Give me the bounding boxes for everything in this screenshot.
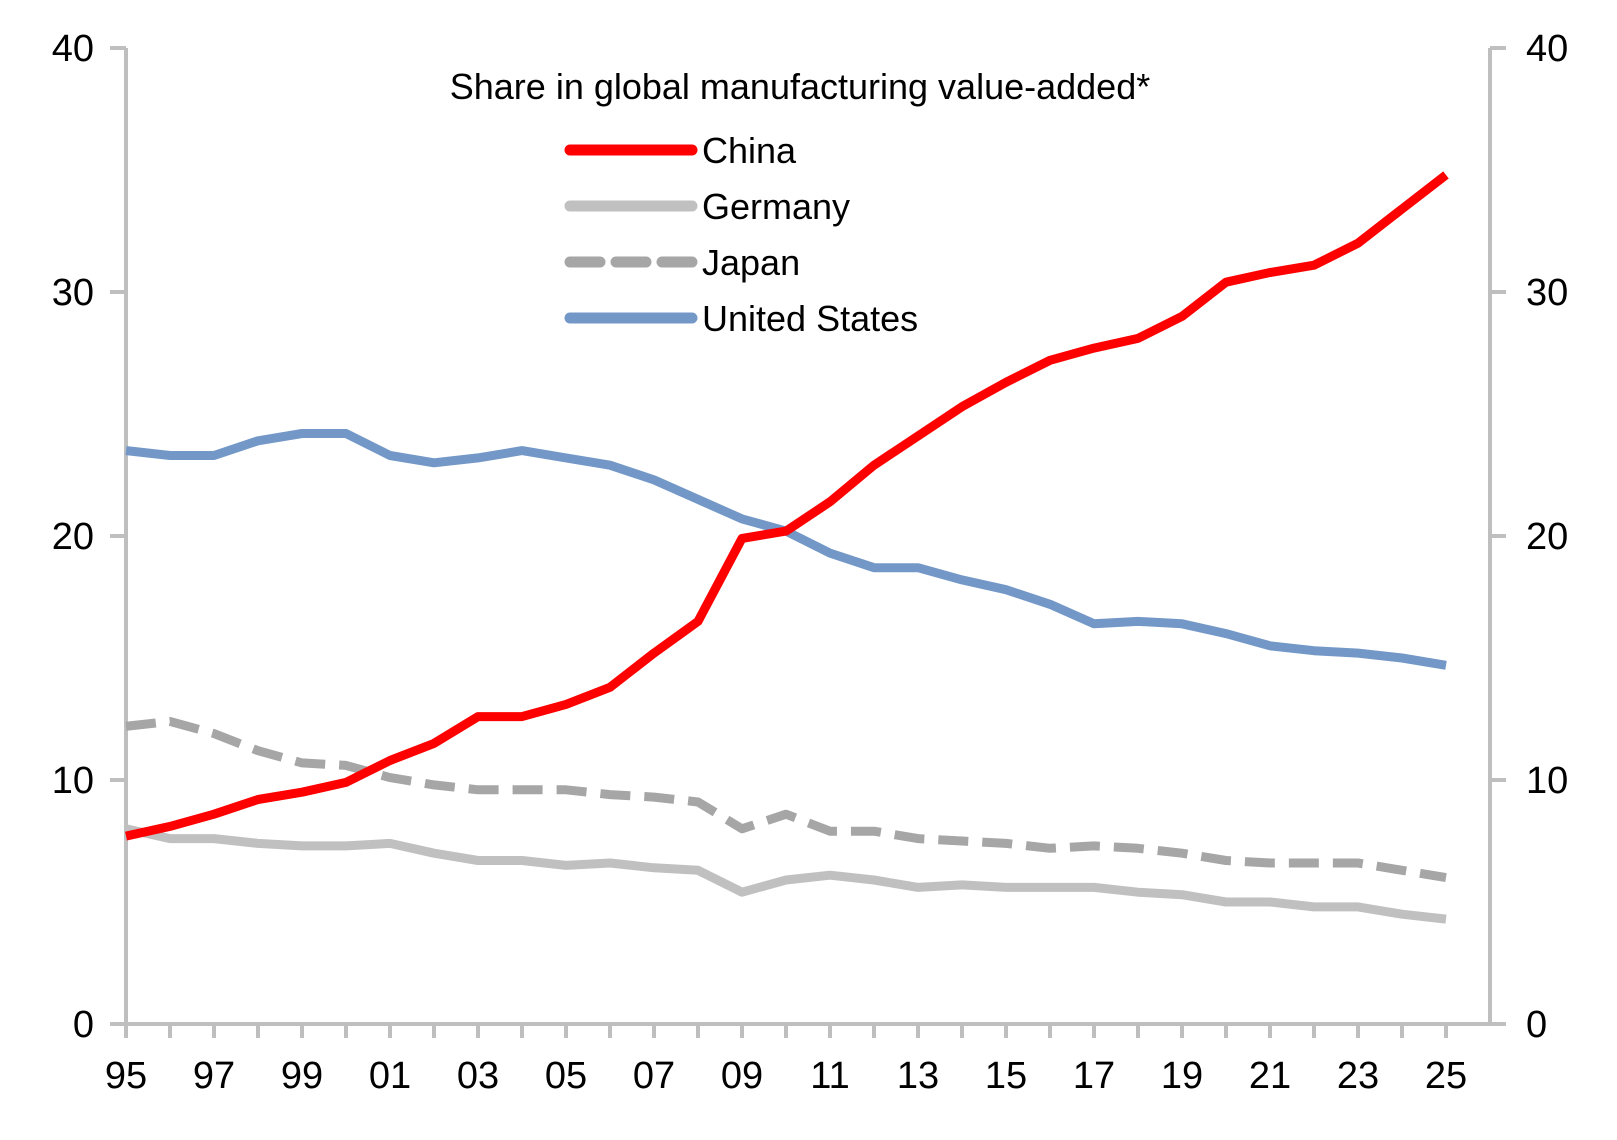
axes: 0 0 10 10 20 20 30 30 40 40 95 97 99 01 03 05 07 09 11 13 15… bbox=[52, 28, 1569, 1097]
y-tick-label-left: 30 bbox=[52, 272, 94, 314]
x-tick-label: 03 bbox=[457, 1055, 499, 1097]
series-line-china bbox=[125, 171, 1449, 841]
series-lines bbox=[125, 171, 1449, 924]
x-tick-label: 05 bbox=[545, 1055, 587, 1097]
x-tick-label: 19 bbox=[1161, 1055, 1203, 1097]
chart-title: Share in global manufacturing value-adde… bbox=[450, 66, 1150, 107]
y-tick-label-right: 40 bbox=[1526, 28, 1568, 70]
legend: China Germany Japan United States bbox=[564, 130, 918, 339]
legend-label: Japan bbox=[702, 242, 800, 283]
x-tick-label: 11 bbox=[810, 1055, 849, 1097]
x-tick-label: 97 bbox=[193, 1055, 235, 1097]
x-tick-label: 09 bbox=[721, 1055, 763, 1097]
x-tick-label: 99 bbox=[281, 1055, 323, 1097]
x-tick-label: 25 bbox=[1425, 1055, 1467, 1097]
y-tick-label-left: 10 bbox=[52, 760, 94, 802]
y-tick-label-right: 20 bbox=[1526, 516, 1568, 558]
y-tick-label-right: 30 bbox=[1526, 272, 1568, 314]
y-tick-label-left: 40 bbox=[52, 28, 94, 70]
x-tick-label: 07 bbox=[633, 1055, 675, 1097]
legend-label: China bbox=[702, 130, 797, 171]
x-tick-label: 01 bbox=[369, 1055, 411, 1097]
y-tick-label-left: 20 bbox=[52, 516, 94, 558]
series-line-germany bbox=[125, 824, 1447, 924]
y-tick-label-right: 10 bbox=[1526, 760, 1568, 802]
x-tick-label: 13 bbox=[897, 1055, 939, 1097]
x-tick-label: 21 bbox=[1249, 1055, 1291, 1097]
y-tick-label-left: 0 bbox=[73, 1004, 94, 1046]
series-line-united-states bbox=[125, 429, 1447, 670]
legend-label: Germany bbox=[702, 186, 850, 227]
x-tick-label: 15 bbox=[985, 1055, 1027, 1097]
series-line-japan bbox=[125, 716, 1447, 883]
x-tick-label: 17 bbox=[1073, 1055, 1115, 1097]
legend-label: United States bbox=[702, 298, 918, 339]
x-tick-label: 23 bbox=[1337, 1055, 1379, 1097]
x-tick-label: 95 bbox=[105, 1055, 147, 1097]
y-tick-label-right: 0 bbox=[1526, 1004, 1547, 1046]
